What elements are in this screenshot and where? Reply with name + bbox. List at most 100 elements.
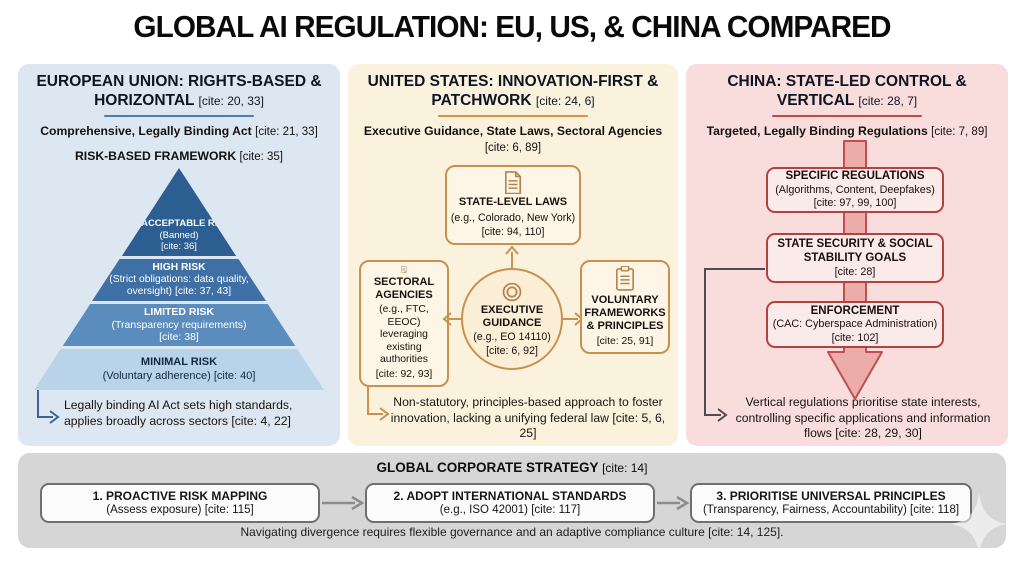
circle-title: EXECUTIVE GUIDANCE — [480, 303, 544, 329]
pyramid-tier-minimal: MINIMAL RISK (Voluntary adherence) [cite… — [34, 349, 324, 390]
step-universal-principles: 3. PRIORITISE UNIVERSAL PRINCIPLES (Tran… — [690, 483, 972, 523]
step-title: 3. PRIORITISE UNIVERSAL PRINCIPLES — [716, 488, 946, 503]
strategy-panel: GLOBAL CORPORATE STRATEGY [cite: 14] 1. … — [18, 453, 1006, 548]
tier-title: HIGH RISK — [152, 262, 206, 274]
china-heading: CHINA: STATE-LED CONTROL & VERTICAL [cit… — [686, 64, 1008, 111]
box-title: STATE SECURITY & SOCIAL STABILITY GOALS — [777, 237, 933, 265]
us-heading-cite: [cite: 24, 6] — [535, 93, 595, 108]
box-detail: (e.g., FTC, EEOC) leveraging existing au… — [379, 304, 429, 366]
clipboard-icon — [616, 266, 634, 291]
certificate-icon — [400, 266, 407, 274]
us-panel: UNITED STATES: INNOVATION-FIRST & PATCHW… — [348, 64, 678, 446]
seal-icon — [502, 282, 522, 301]
eu-heading: EUROPEAN UNION: RIGHTS-BASED & HORIZONTA… — [18, 64, 340, 111]
box-cite: [cite: 102] — [831, 331, 879, 344]
risk-pyramid: UNACCEPTABLE RISK (Banned) [cite: 36] HI… — [34, 168, 324, 390]
eu-note: Legally binding AI Act sets high standar… — [64, 398, 293, 428]
china-heading-underline — [772, 114, 922, 118]
left-arrow-icon — [442, 312, 463, 326]
circle-detail: (e.g., EO 14110) — [473, 330, 551, 343]
flow-arrow-icon — [657, 495, 690, 511]
flow-arrow-icon — [322, 495, 365, 511]
eu-framework-label: RISK-BASED FRAMEWORK [cite: 35] — [18, 149, 340, 163]
voluntary-frameworks-box: VOLUNTARY FRAMEWORKS & PRINCIPLES [cite:… — [580, 260, 670, 354]
eu-approach-text: Comprehensive, Legally Binding Act — [40, 124, 252, 139]
us-approach-cite: [cite: 6, 89] — [484, 141, 542, 154]
sectoral-agencies-box: SECTORAL AGENCIES (e.g., FTC, EEOC) leve… — [359, 260, 449, 387]
eu-approach-cite: [cite: 21, 33] — [255, 126, 318, 139]
state-level-laws-box: STATE-LEVEL LAWS (e.g., Colorado, New Yo… — [445, 165, 581, 245]
china-heading-text: CHINA: STATE-LED CONTROL & VERTICAL — [727, 73, 967, 109]
elbow-arrow-icon — [367, 387, 390, 421]
pyramid-tier-high: HIGH RISK (Strict obligations: data qual… — [92, 259, 266, 301]
step-title: 2. ADOPT INTERNATIONAL STANDARDS — [393, 488, 627, 503]
china-note: Vertical regulations prioritise state in… — [735, 395, 991, 441]
box-cite: [cite: 25, 91] — [596, 335, 654, 347]
box-title: STATE-LEVEL LAWS — [458, 196, 568, 209]
china-approach-text: Targeted, Legally Binding Regulations — [706, 124, 928, 139]
strategy-heading: GLOBAL CORPORATE STRATEGY [cite: 14] — [18, 453, 1006, 475]
step-detail: (Assess exposure) [cite: 115] — [106, 504, 254, 517]
box-cite: [cite: 97, 99, 100] — [813, 197, 897, 210]
tier-detail: (Transparency requirements) — [111, 318, 247, 331]
circle-cite: [cite: 6, 92] — [486, 344, 538, 357]
up-arrow-icon — [505, 246, 519, 268]
tier-cite: [cite: 36] — [161, 240, 197, 252]
box-title: ENFORCEMENT — [810, 304, 900, 317]
us-approach: Executive Guidance, State Laws, Sectoral… — [348, 122, 678, 155]
us-note: Non-statutory, principles-based approach… — [390, 395, 666, 441]
step-detail: (e.g., ISO 42001) [cite: 117] — [439, 504, 581, 517]
step-proactive-risk-mapping: 1. PROACTIVE RISK MAPPING (Assess exposu… — [40, 483, 320, 523]
box-title: SECTORAL AGENCIES — [373, 275, 435, 301]
china-approach-cite: [cite: 7, 89] — [931, 126, 988, 139]
eu-framework-cite: [cite: 35] — [239, 150, 283, 163]
box-cite: [cite: 28] — [834, 265, 876, 278]
strategy-heading-text: GLOBAL CORPORATE STRATEGY — [376, 460, 599, 475]
elbow-arrow-icon — [37, 390, 60, 424]
china-panel: CHINA: STATE-LED CONTROL & VERTICAL [cit… — [686, 64, 1008, 446]
box-detail: (e.g., Colorado, New York) — [450, 211, 576, 224]
eu-heading-underline — [104, 114, 254, 118]
box-cite: [cite: 94, 110] — [481, 226, 545, 239]
eu-heading-cite: [cite: 20, 33] — [198, 93, 264, 108]
document-icon — [504, 171, 522, 195]
tier-cite: [cite: 37, 43] — [174, 285, 232, 297]
box-detail: (CAC: Cyberspace Administration) — [772, 318, 938, 331]
box-title: VOLUNTARY FRAMEWORKS & PRINCIPLES — [584, 293, 666, 333]
tier-title: UNACCEPTABLE RISK — [127, 218, 231, 230]
page-title: GLOBAL AI REGULATION: EU, US, & CHINA CO… — [133, 9, 891, 44]
us-heading-underline — [438, 114, 588, 118]
tier-title: MINIMAL RISK — [140, 355, 218, 368]
elbow-arrow-icon — [704, 268, 765, 422]
tier-cite: [cite: 40] — [213, 369, 256, 382]
eu-heading-text: EUROPEAN UNION: RIGHTS-BASED & HORIZONTA… — [36, 73, 322, 109]
tier-cite: [cite: 38] — [159, 331, 199, 344]
enforcement-box: ENFORCEMENT (CAC: Cyberspace Administrat… — [766, 301, 944, 348]
china-approach: Targeted, Legally Binding Regulations [c… — [686, 122, 1008, 139]
step-adopt-standards: 2. ADOPT INTERNATIONAL STANDARDS (e.g., … — [365, 483, 655, 523]
eu-framework-text: RISK-BASED FRAMEWORK — [75, 148, 237, 163]
box-detail: (Algorithms, Content, Deepfakes) — [775, 183, 935, 196]
tier-detail: (Banned) — [159, 229, 199, 241]
tier-detail: (Voluntary adherence) — [102, 369, 211, 382]
step-title: 1. PROACTIVE RISK MAPPING — [92, 488, 268, 503]
specific-regulations-box: SPECIFIC REGULATIONS (Algorithms, Conten… — [766, 167, 944, 213]
us-heading-text: UNITED STATES: INNOVATION-FIRST & PATCHW… — [367, 73, 659, 109]
sparkle-icon — [950, 493, 1008, 555]
strategy-heading-cite: [cite: 14] — [602, 461, 648, 475]
china-heading-cite: [cite: 28, 7] — [858, 93, 918, 108]
tier-detail: (Strict obligations: data quality, overs… — [109, 274, 249, 297]
us-heading: UNITED STATES: INNOVATION-FIRST & PATCHW… — [348, 64, 678, 111]
eu-approach: Comprehensive, Legally Binding Act [cite… — [18, 122, 340, 139]
box-title: SPECIFIC REGULATIONS — [785, 170, 925, 183]
strategy-caption: Navigating divergence requires flexible … — [240, 525, 784, 539]
eu-panel: EUROPEAN UNION: RIGHTS-BASED & HORIZONTA… — [18, 64, 340, 446]
pyramid-tier-limited: LIMITED RISK (Transparency requirements)… — [62, 304, 296, 346]
box-cite: [cite: 92, 93] — [375, 368, 433, 380]
us-approach-text: Executive Guidance, State Laws, Sectoral… — [363, 124, 663, 139]
pyramid-tier-unacceptable: UNACCEPTABLE RISK (Banned) [cite: 36] — [121, 168, 237, 256]
state-security-box: STATE SECURITY & SOCIAL STABILITY GOALS … — [766, 233, 944, 283]
tier-title: LIMITED RISK — [144, 306, 214, 319]
executive-guidance-circle: EXECUTIVE GUIDANCE (e.g., EO 14110) [cit… — [461, 268, 563, 370]
step-detail: (Transparency, Fairness, Accountability)… — [702, 504, 960, 517]
